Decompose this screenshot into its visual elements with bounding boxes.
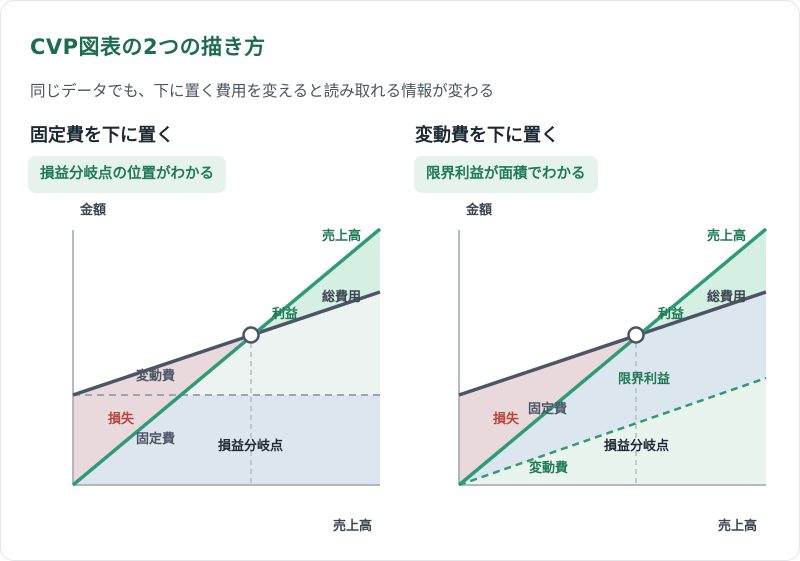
- left-fixed-cost-label: 固定費: [136, 431, 175, 447]
- page-subtitle: 同じデータでも、下に置く費用を変えると読み取れる情報が変わる: [30, 82, 495, 100]
- left-breakeven-label: 損益分岐点: [218, 438, 283, 454]
- right-loss-label: 損失: [493, 411, 520, 427]
- left-sales-line-label: 売上高: [322, 228, 361, 244]
- right-x-axis-label: 売上高: [718, 518, 757, 534]
- left-y-axis-label: 金額: [79, 202, 106, 218]
- right-contribution-margin-label: 限界利益: [618, 371, 670, 387]
- left-x-axis-label: 売上高: [333, 518, 372, 534]
- right-fixed-cost-area: [459, 292, 766, 485]
- left-loss-label: 損失: [108, 411, 135, 427]
- left-profit-label: 利益: [272, 306, 298, 322]
- right-panel-badge: 限界利益が面積でわかる: [414, 156, 598, 193]
- right-breakeven-marker: [627, 326, 645, 344]
- left-panel-heading: 固定費を下に置く: [30, 125, 174, 146]
- right-profit-label: 利益: [658, 306, 684, 322]
- right-sales-line-label: 売上高: [707, 228, 746, 244]
- left-variable-cost-label: 変動費: [136, 368, 175, 384]
- left-sales-line: [71, 227, 382, 487]
- right-panel-heading: 変動費を下に置く: [415, 125, 559, 146]
- right-sales-line: [457, 227, 768, 487]
- right-y-axis-label: 金額: [465, 202, 492, 218]
- right-total-cost-line: [458, 290, 767, 397]
- right-variable-cost-line: [458, 376, 767, 487]
- page-title: CVP図表の2つの描き方: [30, 35, 266, 59]
- right-fixed-cost-label: 固定費: [528, 401, 567, 417]
- left-breakeven-marker: [242, 326, 260, 344]
- left-cvp-diagram: 金額 売上高 売上高 総費用 利益 変動費 損失 固定費 損益分岐点: [71, 202, 382, 534]
- right-variable-cost-label: 変動費: [529, 460, 568, 476]
- left-total-cost-label: 総費用: [322, 289, 361, 305]
- left-total-cost-line: [72, 290, 381, 397]
- right-breakeven-label: 損益分岐点: [604, 438, 669, 454]
- left-panel-badge: 損益分岐点の位置がわかる: [28, 156, 226, 193]
- right-cvp-diagram: 金額 売上高 売上高 総費用 利益 限界利益 損失 固定費 損益分岐点 変動費: [457, 202, 768, 534]
- right-total-cost-label: 総費用: [707, 289, 746, 305]
